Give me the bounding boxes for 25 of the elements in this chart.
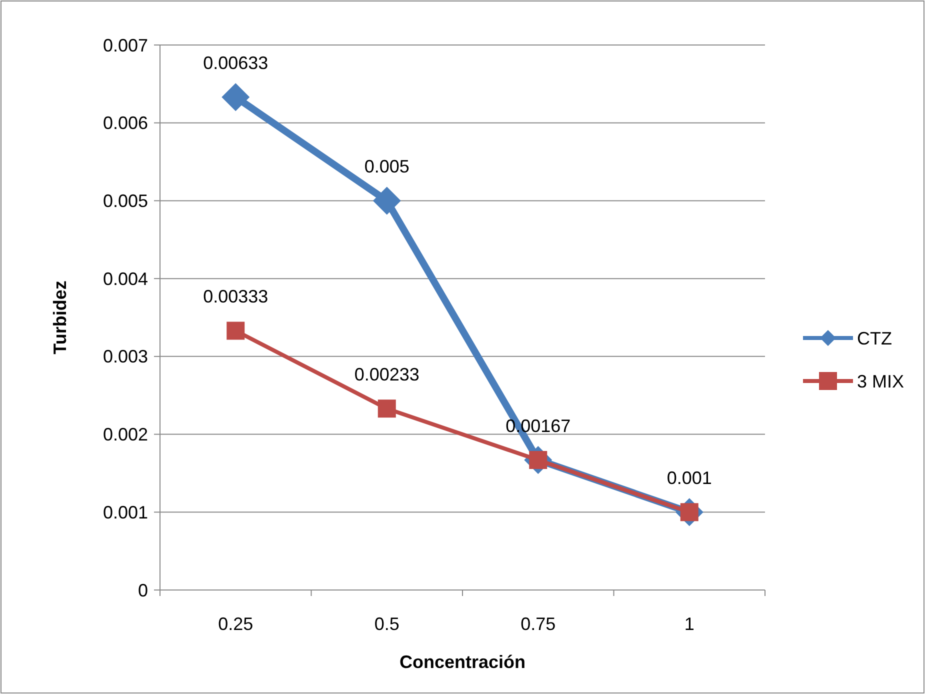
data-label: 0.001 [666,468,712,488]
y-tick-label: 0.006 [102,113,148,134]
x-tick-label: 0.5 [374,614,400,634]
data-label: 0.005 [364,156,410,177]
x-tick-label: 1 [684,614,694,634]
legend-label: CTZ [857,328,892,348]
point [372,186,401,215]
data-label: 0.00233 [354,364,420,385]
x-tick-label: 0.75 [520,614,556,634]
point [226,322,245,340]
data-label: 0.00633 [203,53,268,74]
y-tick-label: 0.005 [102,191,148,212]
point [222,83,250,112]
y-tick-label: 0.003 [102,346,148,367]
y-tick-label: 0 [138,580,148,600]
point [378,400,396,418]
y-tick-label: 0.001 [102,502,148,522]
y-axis-title: Turbidez [50,280,70,354]
y-tick-label: 0.007 [102,35,148,56]
x-axis-title: Concentración [399,652,526,672]
legend-label: 3 MIX [857,371,904,392]
data-label: 0.00333 [203,286,268,307]
y-tick-label: 0.002 [102,424,148,445]
x-tick-label: 0.25 [218,614,254,634]
y-tick-label: 0.004 [102,268,148,289]
